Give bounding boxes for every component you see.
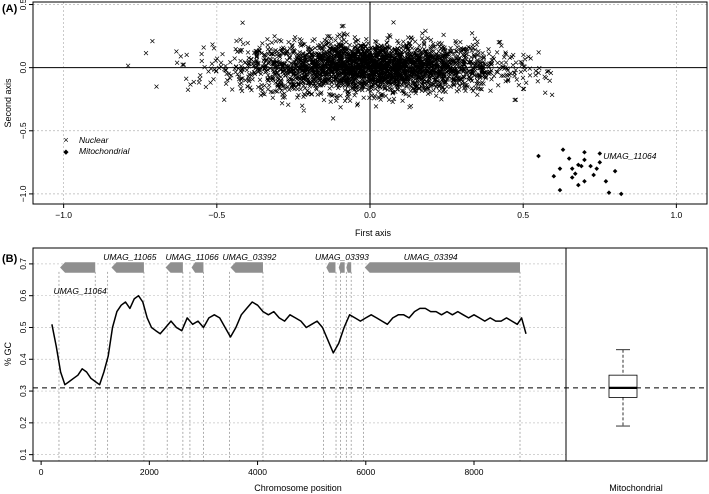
y-tick-label: 0.7 — [18, 258, 28, 270]
panel-a-y-ticks: −1.0 −0.5 0.0 0.5 — [18, 0, 33, 202]
panel-a-x-label: First axis — [355, 228, 392, 238]
legend-nuclear-marker: × — [63, 135, 68, 145]
gene-arrow — [60, 262, 96, 273]
panel-a-x-ticks: −1.0 −0.5 0.0 0.5 1.0 — [55, 204, 683, 220]
gene-label: UMAG_03392 — [223, 252, 277, 262]
mitochondrial-point — [576, 182, 581, 188]
panel-b-label: (B) — [2, 253, 18, 265]
x-tick-label: 6000 — [356, 467, 375, 477]
legend-nuclear-label: Nuclear — [79, 135, 109, 145]
mitochondrial-point — [579, 163, 584, 169]
panel-a-reference-lines — [33, 2, 707, 204]
mitochondrial-point — [597, 160, 603, 165]
mitochondrial-boxplot — [608, 349, 638, 427]
nuclear-marks — [125, 20, 555, 121]
mitochondrial-point — [551, 173, 557, 179]
y-tick-label: 0.4 — [18, 353, 28, 365]
gene-label: UMAG_11065 — [103, 252, 157, 262]
x-tick-label: 0.5 — [517, 210, 529, 220]
x-tick-label: −1.0 — [55, 210, 72, 220]
mitochondrial-point — [597, 151, 603, 156]
mitochondrial-point — [606, 190, 612, 195]
y-tick-label: 0.6 — [18, 290, 28, 302]
gene-label: UMAG_11064 — [53, 286, 107, 296]
umag-11064-annotation: UMAG_11064 — [603, 151, 657, 161]
gene-label: UMAG_11066 — [165, 252, 219, 262]
y-tick-label: 0.0 — [18, 61, 28, 73]
legend-mitochondrial-marker: ◆ — [63, 149, 69, 156]
mitochondrial-point — [569, 166, 575, 171]
mitochondrial-point — [591, 172, 596, 178]
y-tick-label: 0.3 — [18, 385, 28, 397]
y-tick-label: −0.5 — [18, 122, 28, 139]
mitochondrial-point — [572, 171, 578, 176]
boxplot-x-label: Mitochondrial — [609, 483, 663, 493]
x-tick-label: 2000 — [140, 467, 159, 477]
panel-a: (A) −1.0 −0.5 0.0 0.5 1.0 −1.0 −0.5 0.0 0.5 Fir… — [2, 0, 708, 238]
gene-labels: UMAG_11064 UMAG_11065 UMAG_11066 UMAG_03… — [53, 252, 457, 296]
legend-mitochondrial-label: Mitochondrial — [79, 146, 131, 156]
y-tick-label: −1.0 — [18, 185, 28, 202]
mitochondrial-point — [566, 156, 572, 161]
gene-arrow — [111, 262, 144, 273]
y-tick-label: 0.1 — [18, 448, 28, 460]
gene-arrow — [165, 262, 183, 273]
mitochondrial-point — [557, 187, 563, 193]
panel-a-y-label: Second axis — [3, 78, 13, 128]
mitochondrial-point — [594, 166, 600, 171]
x-tick-label: 1.0 — [670, 210, 682, 220]
mitochondrial-point — [618, 191, 624, 197]
y-tick-label: 0.5 — [18, 321, 28, 333]
gene-arrow — [191, 262, 204, 273]
panel-b-x-label: Chromosome position — [254, 483, 342, 493]
x-tick-label: 4000 — [248, 467, 267, 477]
mitochondrial-point — [582, 178, 587, 184]
y-tick-label: 0.2 — [18, 417, 28, 429]
gc-content-line — [51, 294, 527, 386]
mitochondrial-point — [557, 166, 563, 171]
gene-arrow — [338, 262, 345, 273]
mitochondrial-points — [536, 147, 624, 197]
gene-arrows — [60, 262, 521, 273]
mitochondrial-point — [603, 178, 609, 184]
box-iqr — [608, 374, 638, 398]
legend: × Nuclear ◆ Mitochondrial — [63, 135, 130, 156]
panel-b-grid — [33, 263, 566, 455]
mitochondrial-point — [569, 175, 575, 180]
mitochondrial-point — [560, 147, 566, 153]
mitochondrial-point — [576, 162, 581, 168]
mitochondrial-point — [582, 149, 587, 155]
panel-b-x-ticks: 0 2000 4000 6000 8000 — [39, 461, 484, 477]
gene-boundary-lines — [58, 271, 521, 461]
mitochondrial-point — [582, 157, 587, 163]
gene-arrow — [326, 262, 336, 273]
panel-b-y-label: % GC — [3, 342, 13, 367]
panel-b-frame — [32, 247, 708, 462]
mitochondrial-point — [612, 168, 618, 174]
gene-arrow — [346, 262, 352, 273]
gene-arrow — [364, 262, 521, 273]
panel-a-label: (A) — [2, 3, 18, 15]
gc-line — [51, 294, 527, 386]
x-tick-label: −0.5 — [208, 210, 225, 220]
gene-label: UMAG_03393 — [315, 252, 369, 262]
panel-b: (B) UMAG_11064 UMAG_11065 UMAG_11066 UMA… — [2, 247, 708, 493]
x-tick-label: 0.0 — [364, 210, 376, 220]
mitochondrial-point — [588, 163, 593, 169]
mitochondrial-point — [536, 153, 541, 159]
gene-label: UMAG_03394 — [404, 252, 458, 262]
x-tick-label: 0 — [39, 467, 44, 477]
y-tick-label: 0.5 — [18, 0, 28, 10]
x-tick-label: 8000 — [465, 467, 484, 477]
nuclear-points — [125, 20, 555, 121]
panel-b-y-ticks: 0.1 0.2 0.3 0.4 0.5 0.6 0.7 — [18, 258, 33, 461]
gene-arrow — [230, 262, 263, 273]
